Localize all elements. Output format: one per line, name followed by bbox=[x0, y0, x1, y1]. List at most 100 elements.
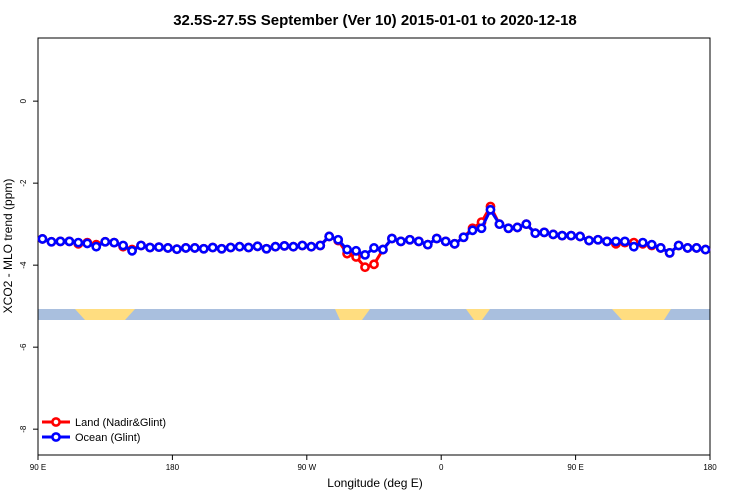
legend-marker bbox=[51, 417, 61, 427]
data-point bbox=[288, 241, 299, 252]
data-point bbox=[619, 236, 630, 247]
land-band bbox=[612, 309, 671, 320]
x-axis-title: Longitude (deg E) bbox=[327, 476, 422, 490]
data-point bbox=[127, 245, 137, 256]
data-point bbox=[637, 237, 648, 248]
legend-label: Ocean (Glint) bbox=[75, 432, 140, 444]
data-point bbox=[351, 245, 361, 256]
data-point bbox=[700, 244, 711, 255]
data-point bbox=[476, 223, 487, 234]
data-point bbox=[673, 240, 684, 251]
legend-label: Land (Nadir&Glint) bbox=[75, 417, 166, 429]
data-point bbox=[602, 236, 612, 247]
data-point bbox=[279, 240, 290, 251]
data-point bbox=[297, 240, 308, 251]
data-point bbox=[369, 259, 379, 270]
chart-title: 32.5S-27.5S September (Ver 10) 2015-01-0… bbox=[173, 12, 577, 29]
data-point bbox=[387, 233, 397, 244]
data-point bbox=[360, 262, 370, 273]
data-point bbox=[109, 237, 120, 248]
data-point bbox=[422, 239, 433, 250]
data-point bbox=[306, 241, 317, 252]
data-point bbox=[494, 219, 505, 230]
y-axis-title: XCO2 - MLO trend (ppm) bbox=[1, 179, 15, 314]
data-point bbox=[404, 234, 415, 245]
land-mask-band bbox=[38, 309, 710, 320]
data-point bbox=[593, 234, 603, 245]
data-point bbox=[198, 243, 209, 254]
data-point bbox=[485, 204, 496, 215]
data-point bbox=[548, 229, 559, 240]
data-point bbox=[216, 243, 227, 254]
data-point bbox=[431, 233, 442, 244]
data-point bbox=[82, 238, 93, 249]
data-point bbox=[530, 228, 541, 239]
ocean-band bbox=[38, 309, 710, 320]
data-point bbox=[207, 242, 218, 253]
data-point bbox=[342, 244, 353, 255]
data-point bbox=[145, 242, 155, 253]
data-point bbox=[449, 238, 460, 249]
data-point bbox=[503, 223, 514, 234]
y-tick-label: -6 bbox=[19, 343, 28, 351]
data-point bbox=[646, 239, 657, 250]
data-point bbox=[584, 235, 594, 246]
data-point bbox=[467, 225, 478, 236]
land-band bbox=[75, 309, 135, 320]
data-point bbox=[37, 234, 48, 244]
data-point bbox=[655, 243, 666, 253]
data-point bbox=[521, 219, 532, 230]
data-point bbox=[324, 231, 335, 242]
y-tick-label: -8 bbox=[19, 425, 28, 433]
data-point bbox=[234, 241, 245, 252]
data-point bbox=[512, 222, 523, 233]
data-point bbox=[243, 242, 254, 253]
y-tick-label: -4 bbox=[19, 261, 28, 269]
data-point bbox=[611, 236, 621, 247]
data-point bbox=[539, 227, 550, 238]
plot-frame bbox=[37, 37, 711, 456]
land-band bbox=[335, 309, 370, 320]
data-point bbox=[691, 243, 702, 253]
data-point bbox=[458, 232, 469, 243]
data-point bbox=[100, 236, 111, 247]
data-point bbox=[55, 236, 66, 247]
data-point bbox=[118, 240, 129, 251]
data-point bbox=[628, 241, 639, 252]
x-tick-label: 90 E bbox=[567, 463, 583, 472]
data-point bbox=[163, 243, 173, 253]
data-point bbox=[557, 230, 568, 241]
data-point bbox=[189, 243, 200, 253]
data-point bbox=[682, 243, 693, 253]
data-point bbox=[73, 237, 84, 248]
data-point bbox=[91, 241, 102, 252]
x-tick-label: 180 bbox=[166, 463, 180, 472]
data-point bbox=[395, 236, 406, 247]
data-point bbox=[360, 250, 370, 260]
y-tick-label: 0 bbox=[19, 98, 28, 103]
data-point bbox=[369, 243, 379, 253]
data-point bbox=[180, 243, 191, 253]
data-point bbox=[575, 231, 585, 242]
data-point bbox=[225, 242, 236, 253]
x-tick-label: 0 bbox=[439, 463, 444, 472]
data-point bbox=[333, 234, 344, 245]
data-point bbox=[664, 247, 675, 258]
data-point bbox=[315, 240, 326, 251]
x-tick-label: 90 E bbox=[30, 463, 46, 472]
data-point bbox=[440, 236, 451, 247]
data-point bbox=[64, 236, 75, 247]
x-tick-label: 90 W bbox=[297, 463, 316, 472]
data-point bbox=[154, 242, 164, 253]
data-point bbox=[413, 236, 424, 247]
data-point bbox=[270, 241, 281, 252]
y-tick-label: -2 bbox=[19, 179, 28, 187]
legend-marker bbox=[51, 432, 61, 442]
data-point bbox=[261, 243, 272, 254]
data-point bbox=[378, 244, 388, 255]
data-point bbox=[136, 240, 146, 251]
data-point bbox=[252, 241, 263, 252]
x-tick-label: 180 bbox=[703, 463, 717, 472]
data-point bbox=[46, 236, 57, 247]
